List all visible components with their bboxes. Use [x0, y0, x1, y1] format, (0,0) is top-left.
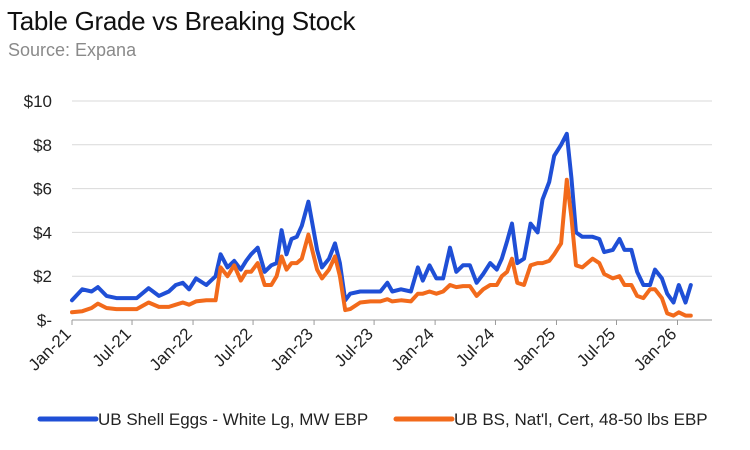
series-line-2 [70, 177, 693, 318]
x-tick-label: Jul-22 [210, 324, 256, 370]
x-tick-label: Jan-22 [146, 324, 196, 374]
x-tick-label: Jan-21 [25, 324, 75, 374]
chart-title: Table Grade vs Breaking Stock [7, 6, 356, 36]
legend-label-1: UB Shell Eggs - White Lg, MW EBP [98, 410, 368, 429]
series-line-1 [70, 131, 693, 305]
x-tick-label: Jul-25 [573, 324, 619, 370]
x-tick-label: Jul-21 [89, 324, 135, 370]
y-tick-label: $8 [33, 136, 52, 155]
y-tick-label: $2 [33, 267, 52, 286]
series-lines [70, 131, 693, 318]
chart-subtitle: Source: Expana [8, 40, 137, 60]
x-tick-label: Jan-26 [630, 324, 680, 374]
legend: UB Shell Eggs - White Lg, MW EBP UB BS, N… [37, 410, 708, 429]
x-tick-label: Jul-23 [331, 324, 377, 370]
x-tick-label: Jan-23 [267, 324, 317, 374]
x-tick-label: Jul-24 [452, 324, 498, 370]
y-tick-label: $- [37, 311, 52, 330]
x-tick-label: Jan-25 [509, 324, 559, 374]
y-tick-label: $4 [33, 223, 52, 242]
y-axis-ticks: $- $2 $4 $6 $8 $10 [24, 92, 52, 330]
y-tick-label: $10 [24, 92, 52, 111]
y-tick-label: $6 [33, 180, 52, 199]
legend-label-2: UB BS, Nat'l, Cert, 48-50 lbs EBP [454, 410, 708, 429]
x-tick-label: Jan-24 [388, 324, 438, 374]
x-axis: Jan-21 Jul-21 Jan-22 Jul-22 Jan-23 Jul-23 Jan-… [25, 320, 680, 375]
